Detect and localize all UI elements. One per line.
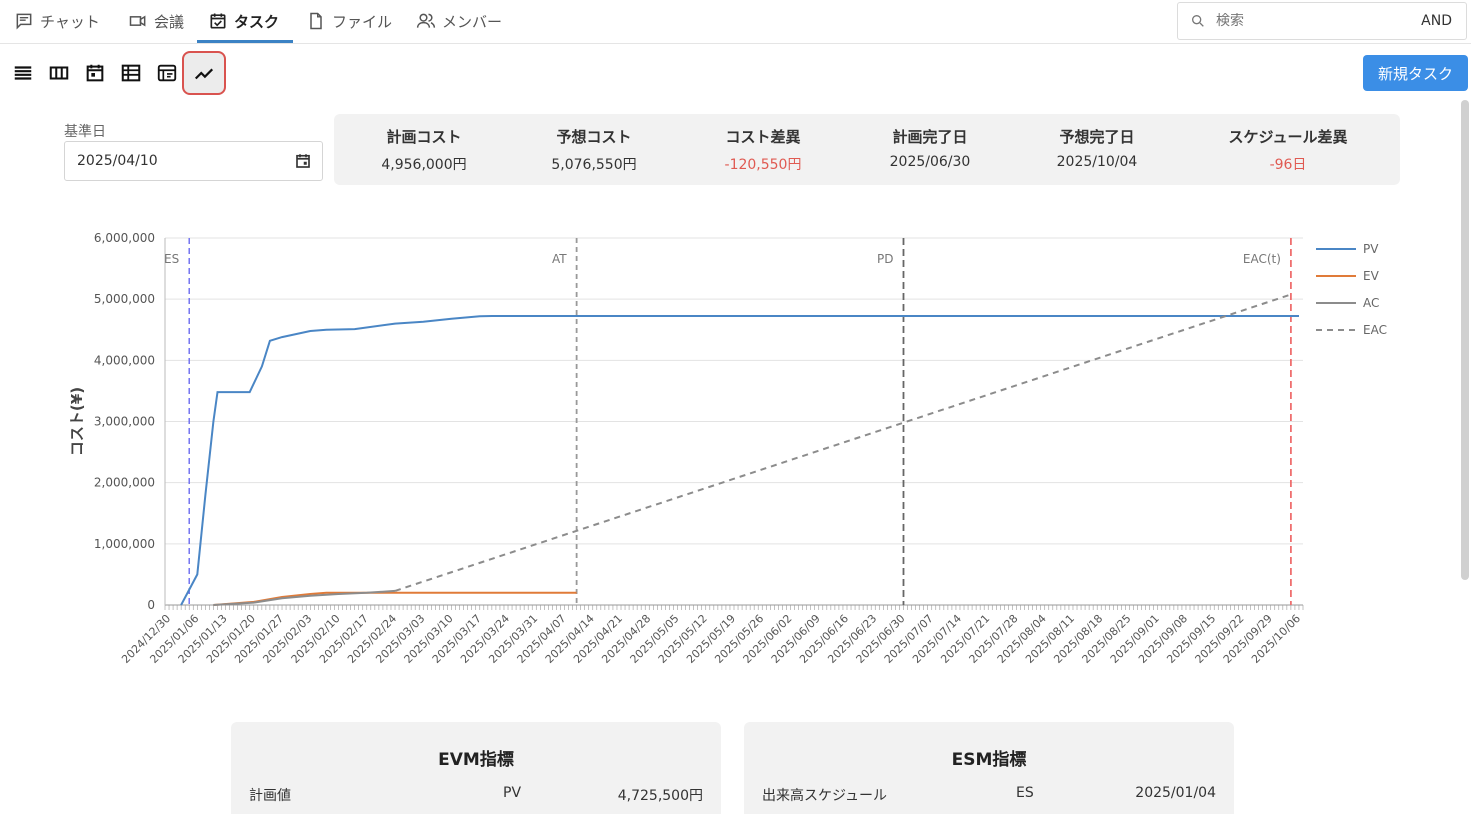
card-title: EVM指標 [438, 750, 514, 770]
metric-label: 出来高スケジュール [762, 788, 888, 804]
y-tick-label: 1,000,000 [94, 537, 155, 551]
cost-summary-panel: 計画コスト 4,956,000円 予想コスト 5,076,550円 コスト差異 … [334, 114, 1400, 185]
top-tab-bar: チャット 会議 タスク ファイル メンバー AND [0, 0, 1471, 44]
metric-abbr: ES [1016, 785, 1034, 801]
file-icon [310, 12, 322, 30]
summary-header: 計画完了日 [892, 128, 968, 146]
marker-label-es: ES [164, 252, 179, 266]
summary-value: 5,076,550円 [551, 157, 637, 173]
evm-indicators-card: EVM指標 計画値 PV 4,725,500円 [231, 722, 721, 814]
timeline-view-button[interactable] [150, 56, 184, 90]
board-view-icon [49, 66, 69, 80]
new-task-button[interactable]: 新規タスク [1363, 55, 1468, 91]
evm-chart: 6,000,000 5,000,000 4,000,000 3,000,000 2,00… [68, 231, 1387, 666]
y-tick-label: 5,000,000 [94, 292, 155, 306]
summary-value: -120,550円 [724, 157, 802, 173]
vertical-scrollbar[interactable] [1461, 100, 1469, 580]
video-icon [129, 15, 146, 27]
marker-label-eact: EAC(t) [1243, 252, 1281, 266]
series-line-eac [394, 293, 1292, 592]
summary-header: コスト差異 [725, 128, 801, 146]
calendar-icon[interactable] [294, 152, 312, 170]
card-title: ESM指標 [951, 750, 1027, 770]
metric-label: 計画値 [249, 788, 291, 804]
chat-icon [16, 13, 32, 30]
summary-cost-variance: コスト差異 -120,550円 [678, 126, 848, 174]
marker-label-at: AT [552, 252, 567, 266]
table-view-button[interactable] [114, 56, 148, 90]
y-tick-label: 4,000,000 [94, 353, 155, 367]
y-tick-label: 3,000,000 [94, 415, 155, 429]
active-tab-indicator [197, 40, 293, 43]
summary-planned-finish: 計画完了日 2025/06/30 [845, 126, 1015, 170]
summary-schedule-variance: スケジュール差異 -96日 [1203, 126, 1373, 174]
summary-header: スケジュール差異 [1228, 128, 1348, 146]
summary-value: 2025/10/04 [1056, 154, 1138, 170]
search-mode-toggle[interactable]: AND [1421, 13, 1452, 29]
legend-label-ev: EV [1363, 269, 1380, 283]
series-line-ac [213, 589, 396, 606]
tab-label: ファイル [332, 12, 393, 31]
tab-label: メンバー [442, 12, 503, 31]
tab-label: タスク [234, 12, 280, 31]
summary-planned-cost: 計画コスト 4,956,000円 [339, 126, 509, 174]
tab-chat[interactable]: チャット [14, 0, 100, 42]
summary-header: 予想コスト [556, 128, 632, 146]
search-box[interactable]: AND [1177, 2, 1467, 40]
summary-value: -96日 [1269, 157, 1307, 173]
y-axis-title: コスト(¥) [68, 387, 86, 456]
chart-view-icon [194, 68, 214, 80]
tab-members[interactable]: メンバー [416, 0, 502, 42]
series-line-pv [180, 315, 1299, 606]
legend-label-pv: PV [1363, 242, 1379, 256]
series-line-ev [213, 591, 577, 606]
tab-tasks[interactable]: タスク [208, 0, 279, 42]
list-view-button[interactable] [6, 56, 40, 90]
legend-label-eac: EAC [1363, 323, 1387, 337]
tab-label: チャット [40, 12, 100, 31]
summary-header: 予想完了日 [1059, 128, 1135, 146]
summary-header: 計画コスト [386, 128, 462, 146]
board-view-button[interactable] [42, 56, 76, 90]
marker-label-pd: PD [877, 252, 893, 266]
metric-value: 2025/01/04 [1135, 785, 1216, 801]
y-tick-label: 2,000,000 [94, 476, 155, 490]
search-input[interactable] [1216, 13, 1406, 29]
basis-date-value: 2025/04/10 [77, 153, 158, 169]
tab-files[interactable]: ファイル [306, 0, 392, 42]
basis-date-label: 基準日 [64, 124, 106, 140]
calendar-view-icon [86, 64, 104, 82]
summary-forecast-finish: 予想完了日 2025/10/04 [1012, 126, 1182, 170]
metric-abbr: PV [503, 785, 522, 801]
timeline-view-icon [157, 64, 177, 82]
basis-date-field[interactable]: 2025/04/10 [64, 141, 323, 181]
search-icon [1192, 14, 1204, 27]
members-icon [416, 13, 436, 28]
chart-view-button[interactable] [182, 51, 226, 95]
summary-value: 2025/06/30 [889, 154, 971, 170]
y-tick-label: 0 [147, 598, 155, 612]
calendar-view-button[interactable] [78, 56, 112, 90]
table-view-icon [121, 64, 141, 82]
tab-label: 会議 [154, 12, 185, 31]
summary-forecast-cost: 予想コスト 5,076,550円 [509, 126, 679, 174]
y-tick-label: 6,000,000 [94, 231, 155, 245]
summary-value: 4,956,000円 [381, 157, 467, 173]
metric-value: 4,725,500円 [617, 788, 703, 804]
list-view-icon [14, 66, 32, 80]
esm-indicators-card: ESM指標 出来高スケジュール ES 2025/01/04 [744, 722, 1234, 814]
legend-label-ac: AC [1363, 296, 1379, 310]
tab-meeting[interactable]: 会議 [128, 0, 184, 42]
calendar-check-icon [210, 13, 226, 29]
